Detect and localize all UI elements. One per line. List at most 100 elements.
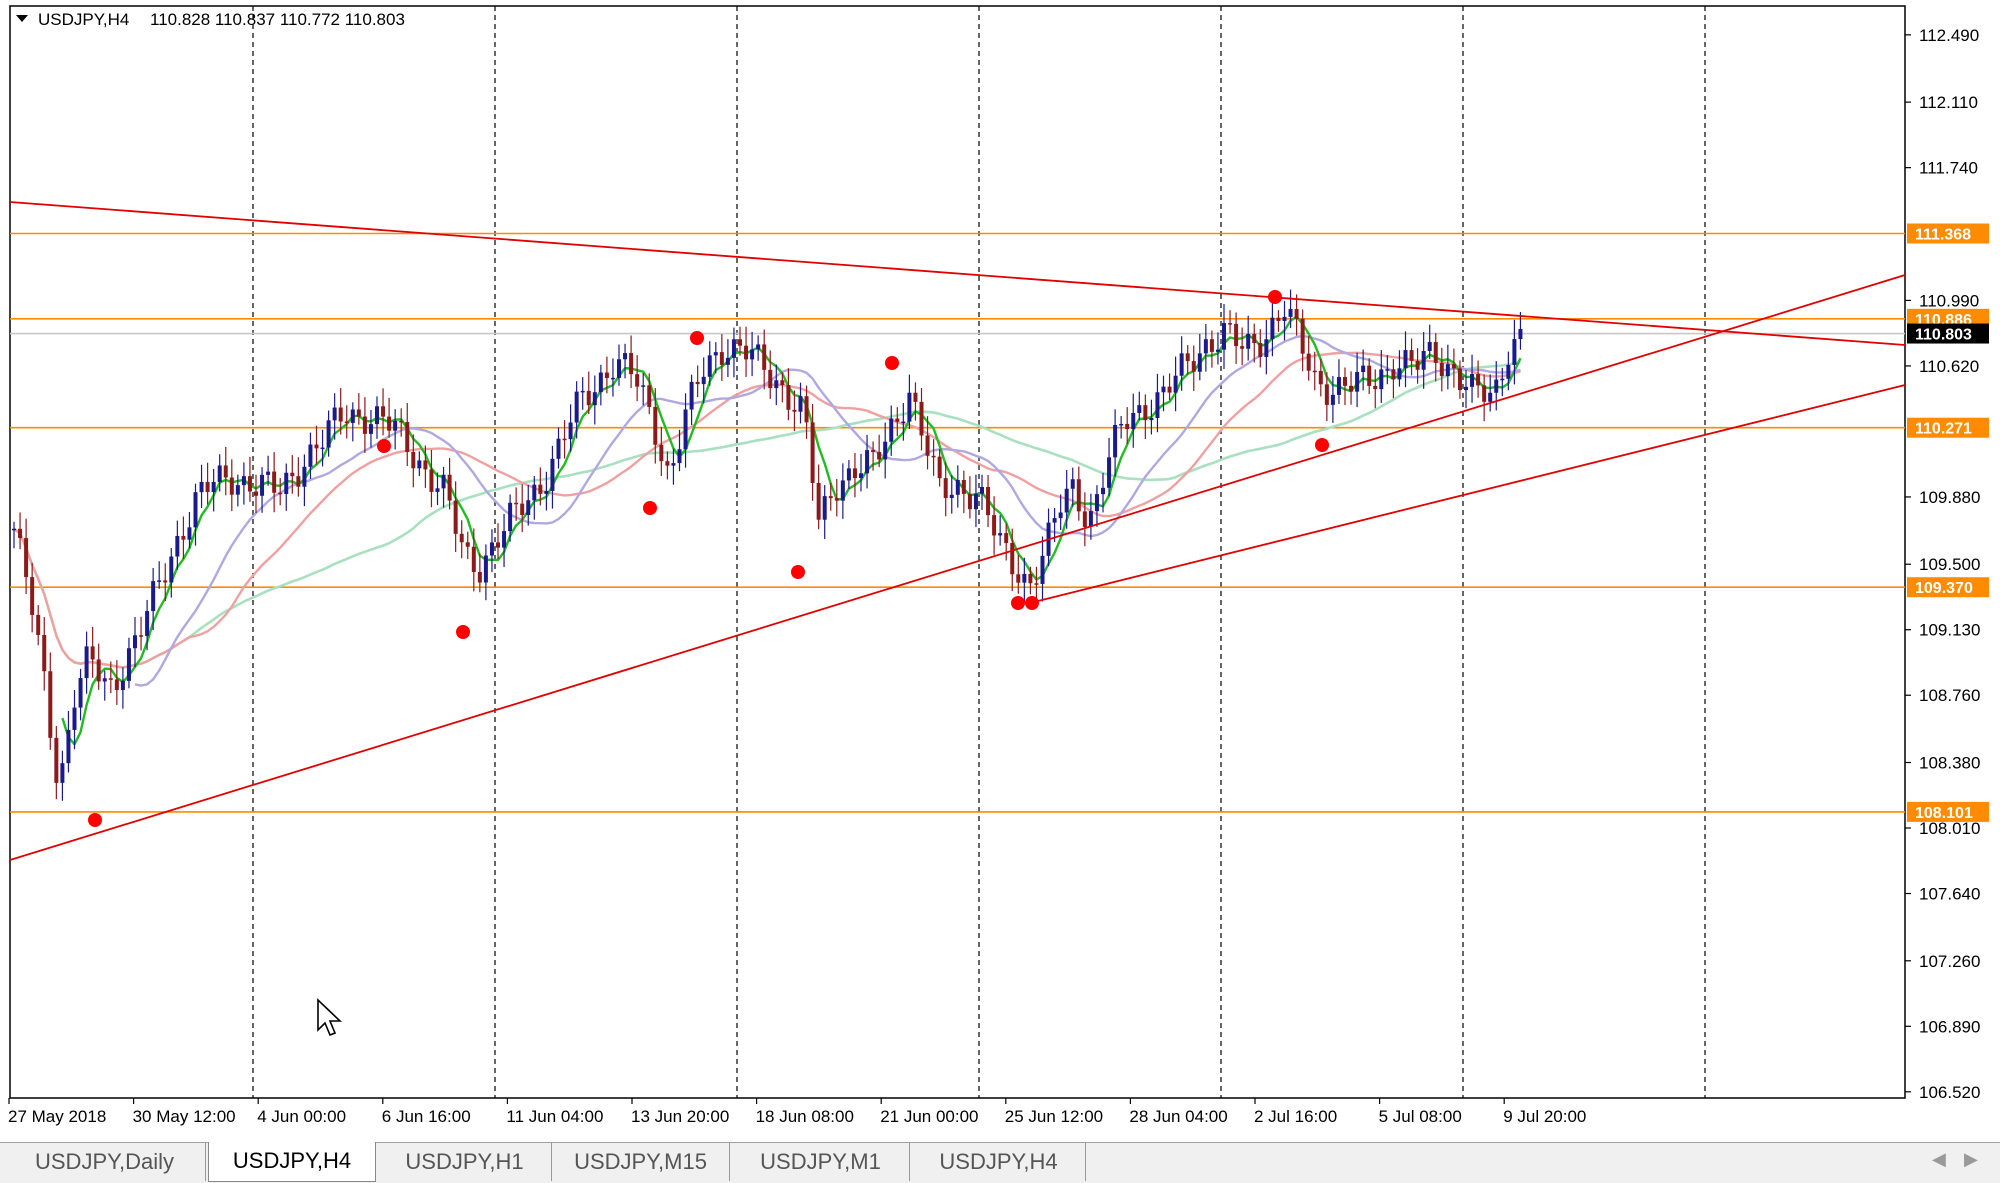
- candle-body: [713, 352, 718, 356]
- candle-body: [362, 416, 367, 434]
- candle-body: [1512, 339, 1517, 365]
- candle-body: [1209, 339, 1214, 352]
- candle-body: [459, 533, 464, 543]
- candle-body: [496, 542, 500, 548]
- chevron-left-icon[interactable]: ◀: [1932, 1149, 1946, 1169]
- chart-tab[interactable]: USDJPY,H1: [378, 1143, 552, 1181]
- candle-body: [508, 502, 513, 532]
- candle-body: [1421, 351, 1426, 370]
- candle-body: [163, 580, 168, 583]
- candle-body: [629, 353, 634, 375]
- candle-body: [1330, 394, 1335, 405]
- chart-tab-bar: USDJPY,Daily USDJPY,H4 USDJPY,H1 USDJPY,M15…: [0, 1142, 2000, 1183]
- candle-body: [381, 406, 386, 417]
- candle-body: [1518, 328, 1523, 340]
- price-chart[interactable]: 112.490 112.110 111.740 110.990 110.620 109.8…: [0, 0, 2000, 1140]
- chart-tab[interactable]: USDJPY,Daily: [4, 1143, 206, 1181]
- trendline[interactable]: [9, 274, 1906, 861]
- candle-body: [393, 420, 398, 431]
- candle-body: [852, 468, 857, 479]
- symbol-title: USDJPY,H4: [38, 10, 129, 29]
- candle-body: [1270, 317, 1275, 340]
- candle-body: [683, 409, 688, 450]
- candle-body: [647, 385, 652, 407]
- moving-averages: [13, 315, 1522, 746]
- candle-body: [1222, 323, 1226, 350]
- moving-average-line: [61, 315, 1522, 746]
- price-badge-label: 111.368: [1915, 227, 1971, 244]
- candle-body: [992, 515, 997, 536]
- candle-body: [707, 355, 712, 377]
- chart-header: USDJPY,H4 110.828 110.837 110.772 110.80…: [16, 10, 405, 29]
- chart-tab[interactable]: USDJPY,H4: [912, 1143, 1086, 1181]
- time-tick-label: 2 Jul 16:00: [1254, 1107, 1337, 1126]
- candle-body: [1312, 370, 1317, 373]
- candle-body: [181, 535, 186, 540]
- chart-area[interactable]: 112.490 112.110 111.740 110.990 110.620 109.8…: [0, 0, 2000, 1140]
- candle-body: [1155, 392, 1160, 419]
- price-tick-label: 110.990: [1919, 291, 1979, 310]
- candle-body: [1470, 373, 1475, 387]
- price-tick-label: 109.880: [1919, 488, 1980, 507]
- candle-body: [1367, 365, 1372, 386]
- time-tick-label: 13 Jun 20:00: [631, 1107, 729, 1126]
- candle-body: [1445, 364, 1450, 377]
- candle-body: [151, 581, 156, 612]
- candle-body: [586, 390, 591, 406]
- candle-body: [834, 498, 839, 501]
- candle-body: [1149, 418, 1154, 421]
- candle-body: [332, 407, 337, 421]
- time-tick-label: 28 Jun 04:00: [1129, 1107, 1227, 1126]
- chart-tab[interactable]: USDJPY,H4: [208, 1142, 376, 1182]
- candle-body: [1288, 309, 1293, 317]
- candle-body: [1010, 543, 1015, 575]
- time-tick-label: 27 May 2018: [8, 1107, 106, 1126]
- candle-body: [955, 479, 960, 495]
- candle-body: [1094, 494, 1099, 512]
- candle-body: [1228, 323, 1233, 325]
- candle-body: [949, 494, 954, 498]
- swing-point-dot: [1268, 290, 1282, 304]
- candle-body: [350, 409, 355, 423]
- candle-body: [961, 479, 966, 494]
- trendlines[interactable]: [9, 201, 1906, 861]
- candle-body: [598, 372, 603, 393]
- swing-point-dot: [791, 565, 805, 579]
- candle-body: [610, 377, 615, 380]
- trendline[interactable]: [9, 201, 1906, 346]
- candle-body: [405, 422, 410, 452]
- chart-tab[interactable]: USDJPY,M1: [732, 1143, 910, 1181]
- candle-body: [780, 380, 785, 386]
- candle-body: [816, 482, 821, 520]
- candle-body: [139, 635, 144, 637]
- candle-body: [1119, 423, 1124, 426]
- swing-point-dot: [456, 625, 470, 639]
- candle-body: [568, 422, 573, 440]
- horizontal-levels[interactable]: [10, 232, 1905, 813]
- candle-body: [42, 635, 47, 672]
- trendline[interactable]: [1029, 384, 1906, 604]
- candle-body: [653, 406, 658, 445]
- period-separators: [252, 6, 1706, 1098]
- candle-body: [901, 421, 906, 424]
- price-badge: [1907, 577, 1989, 598]
- candle-body: [502, 531, 507, 548]
- chart-tab[interactable]: USDJPY,M15: [552, 1143, 730, 1181]
- candle-body: [925, 435, 930, 456]
- chevron-right-icon[interactable]: ▶: [1964, 1149, 1978, 1169]
- candle-body: [1064, 488, 1069, 513]
- candle-body: [1457, 368, 1462, 391]
- candle-body: [471, 546, 476, 572]
- time-tick-label: 6 Jun 16:00: [382, 1107, 471, 1126]
- candle-body: [266, 471, 271, 475]
- candle-body: [375, 406, 379, 425]
- candle-body: [1052, 518, 1057, 523]
- candle-body: [1137, 405, 1142, 413]
- ohlc-values: 110.828 110.837 110.772 110.803: [150, 10, 405, 29]
- candle-body: [320, 447, 325, 450]
- time-tick-label: 4 Jun 00:00: [257, 1107, 346, 1126]
- candle-body: [1058, 512, 1063, 519]
- triangle-down-icon[interactable]: [16, 15, 28, 22]
- candle-body: [514, 502, 519, 505]
- candle-body: [296, 476, 301, 487]
